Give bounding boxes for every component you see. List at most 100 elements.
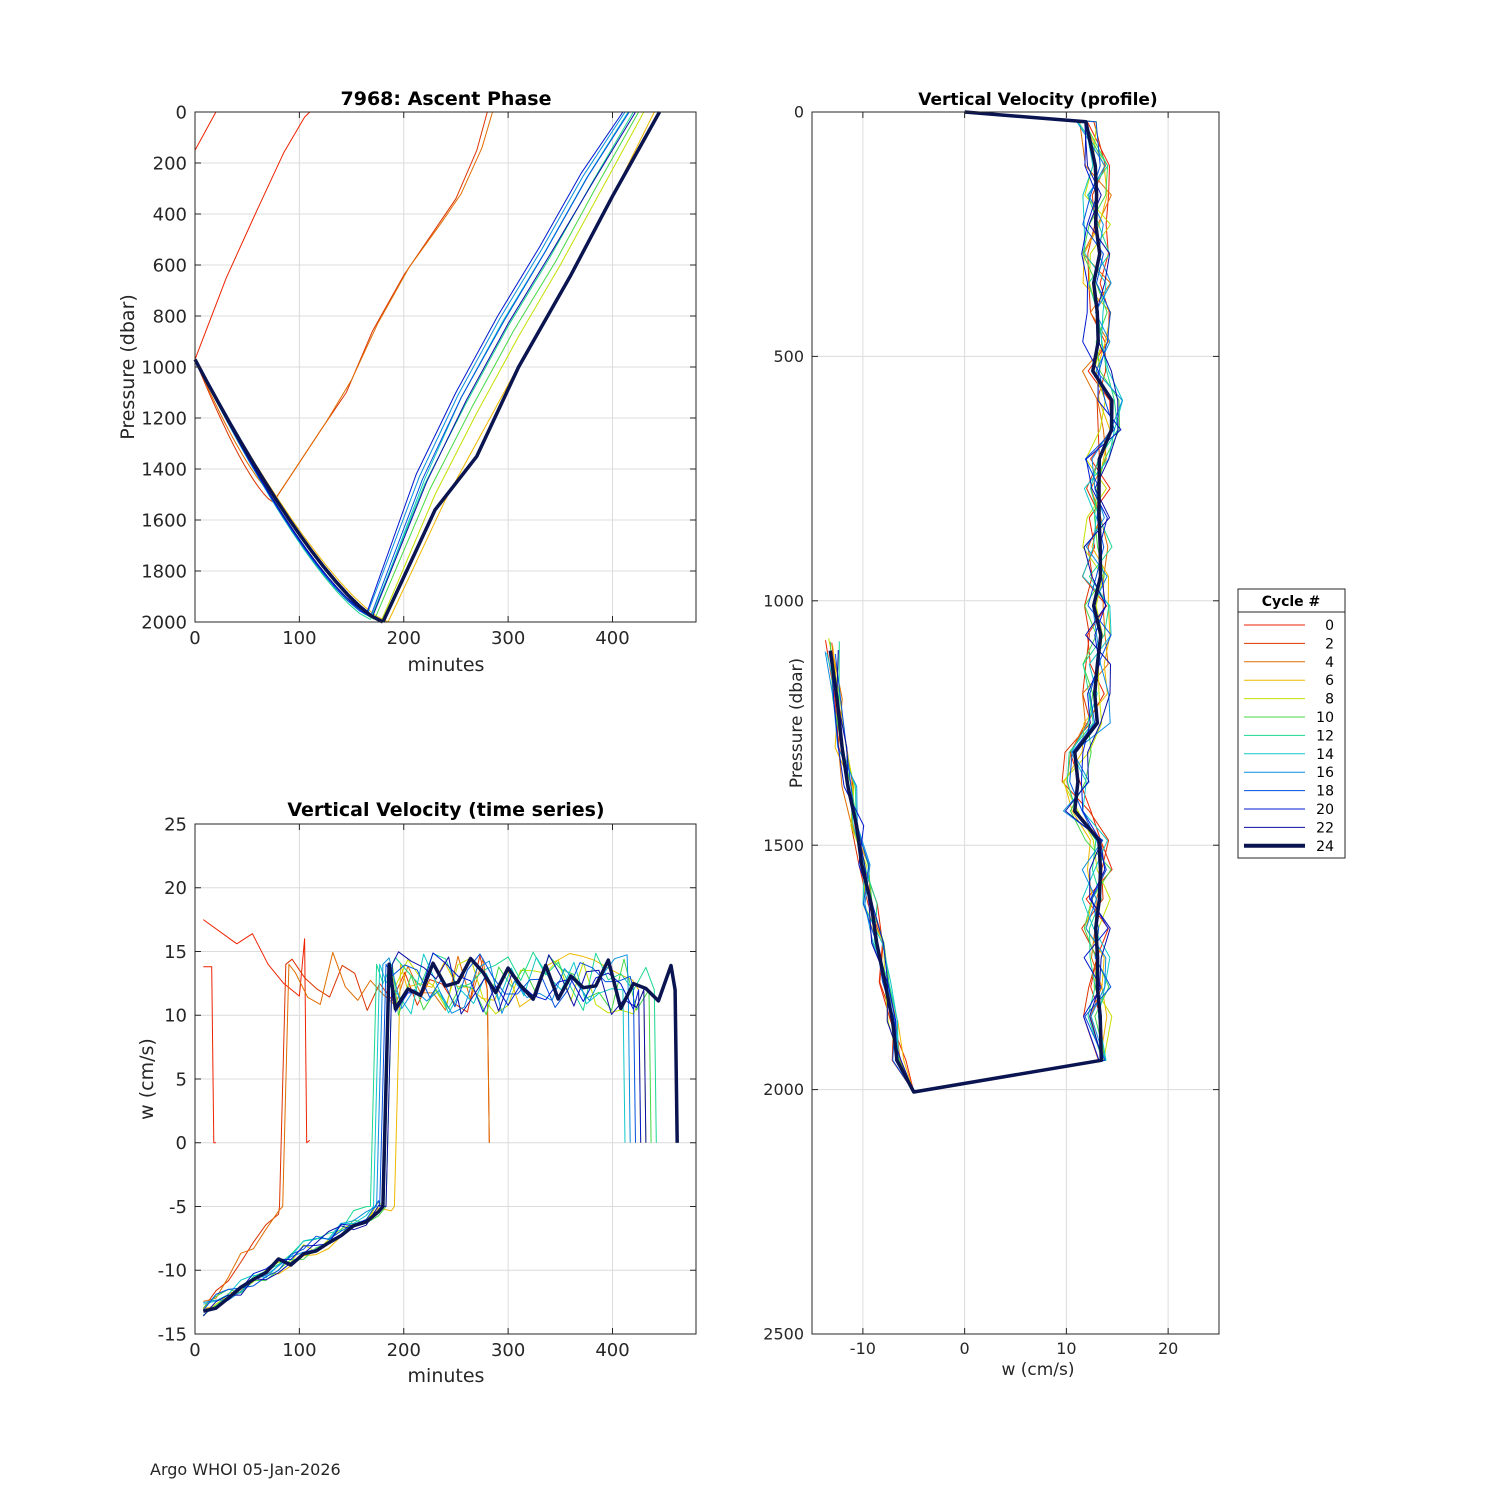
legend-label-cycle-14: 14 [1316,747,1334,763]
x-tick-label: 200 [387,1340,421,1361]
legend-label-cycle-22: 22 [1316,820,1334,836]
legend-label-cycle-6: 6 [1325,673,1334,689]
y-tick-label: 800 [153,306,187,327]
y-tick-label: 1600 [141,510,187,531]
x-tick-label: 10 [1056,1339,1076,1358]
y-tick-label: 1000 [141,357,187,378]
y-tick-label: 25 [164,814,187,835]
profile-xlabel: w (cm/s) [1001,1360,1074,1380]
ascent-line-cycle-16 [366,111,626,615]
y-tick-label: 15 [164,942,187,963]
legend-label-cycle-0: 0 [1325,618,1334,634]
y-tick-label: 600 [153,255,187,276]
x-tick-label: 100 [282,1340,316,1361]
y-tick-label: 400 [153,204,187,225]
y-tick-label: 1800 [141,561,187,582]
y-tick-label: 10 [164,1006,187,1027]
profile-line-cycle-24 [828,110,1114,1094]
legend-box [1237,588,1346,859]
velocity-line-cycle-4 [203,951,490,1302]
velocity-line-cycle-22 [202,951,647,1317]
y-tick-label: 0 [176,1133,187,1154]
x-tick-label: 300 [491,628,525,649]
legend-label-cycle-8: 8 [1325,692,1334,708]
legend-label-cycle-12: 12 [1316,728,1334,744]
legend-label-cycle-16: 16 [1316,765,1334,781]
velocity-timeseries-chart: 0 100 200 300 400 -15 -10 -5 0 5 10 15 20 25 Vertical… [136,799,697,1387]
timeseries-ticks: 0 100 200 300 400 -15 -10 -5 0 5 10 15 20 25 [158,814,696,1361]
ascent-ylabel: Pressure (dbar) [117,294,139,440]
legend-title: Cycle # [1262,594,1321,610]
legend-label-cycle-4: 4 [1325,655,1334,671]
ascent-series [193,111,662,624]
x-tick-label: 0 [960,1339,970,1358]
legend-label-cycle-18: 18 [1316,784,1334,800]
x-tick-label: 400 [595,628,629,649]
velocity-line-cycle-24 [202,956,679,1313]
x-tick-label: 100 [282,628,316,649]
profile-ylabel: Pressure (dbar) [787,658,807,788]
timeseries-title: Vertical Velocity (time series) [287,799,604,821]
velocity-profile-chart: -10 0 10 20 0 500 1000 1500 2000 2500 Vertical Ve… [763,90,1220,1380]
x-tick-label: 0 [189,1340,200,1361]
x-tick-label: 200 [387,628,421,649]
velocity-line-cycle-0 [203,966,216,1144]
velocity-line-cycle-0-segment [203,919,311,1144]
timeseries-xlabel: minutes [408,1365,485,1387]
footer-credit: Argo WHOI 05-Jan-2026 [150,1460,341,1479]
ascent-line-cycle-22 [371,111,636,618]
ascent-line-cycle-10 [374,111,640,620]
y-tick-label: 500 [773,347,804,366]
legend-label-cycle-24: 24 [1316,839,1334,855]
y-tick-label: -5 [169,1197,187,1218]
profile-series [824,110,1124,1094]
y-tick-label: 2000 [763,1080,804,1099]
y-tick-label: 1000 [763,591,804,610]
velocity-line-cycle-6 [203,953,642,1310]
ascent-phase-chart: 0 100 200 300 400 0 200 400 600 800 1000 1200 1400 16… [117,88,697,676]
y-tick-label: 20 [164,878,187,899]
timeseries-ylabel: w (cm/s) [136,1038,158,1120]
y-tick-label: 2000 [141,612,187,633]
velocity-line-cycle-18 [202,953,636,1311]
ascent-line-cycle-4 [275,111,493,498]
x-tick-label: 400 [595,1340,629,1361]
ascent-line-cycle-0-segment [194,111,311,360]
legend-label-cycle-2: 2 [1325,636,1334,652]
descent-line-cycle-24 [193,358,384,624]
ascent-ticks: 0 100 200 300 400 0 200 400 600 800 1000 1200 1400 16… [141,102,696,649]
x-tick-label: 20 [1158,1339,1178,1358]
timeseries-series [202,919,679,1317]
legend-label-cycle-20: 20 [1316,802,1334,818]
y-tick-label: 200 [153,153,187,174]
x-tick-label: 300 [491,1340,525,1361]
profile-line-cycle-16 [824,111,1123,1093]
y-tick-label: 1400 [141,459,187,480]
y-tick-label: 1200 [141,408,187,429]
profile-title: Vertical Velocity (profile) [918,90,1157,110]
y-tick-label: 1500 [763,836,804,855]
profile-grid [812,111,1219,1335]
y-tick-label: -15 [158,1324,187,1345]
x-tick-label: 0 [189,628,200,649]
ascent-line-cycle-20 [366,111,624,612]
y-tick-label: 5 [176,1069,187,1090]
y-tick-label: 0 [176,102,187,123]
profile-line-cycle-20 [830,111,1122,1093]
y-tick-label: 0 [794,103,804,122]
y-tick-label: -10 [158,1261,187,1282]
ascent-line-cycle-24 [381,111,662,623]
legend-label-cycle-10: 10 [1316,710,1334,726]
ascent-xlabel: minutes [408,654,485,676]
ascent-title: 7968: Ascent Phase [341,88,552,110]
ascent-line-cycle-8 [380,111,645,623]
ascent-line-cycle-12 [369,111,634,620]
ascent-line-cycle-18 [369,111,630,618]
descent-line-cycle-2 [194,359,274,503]
ascent-grid [194,111,696,623]
y-tick-label: 2500 [763,1325,804,1344]
x-tick-label: -10 [850,1339,876,1358]
